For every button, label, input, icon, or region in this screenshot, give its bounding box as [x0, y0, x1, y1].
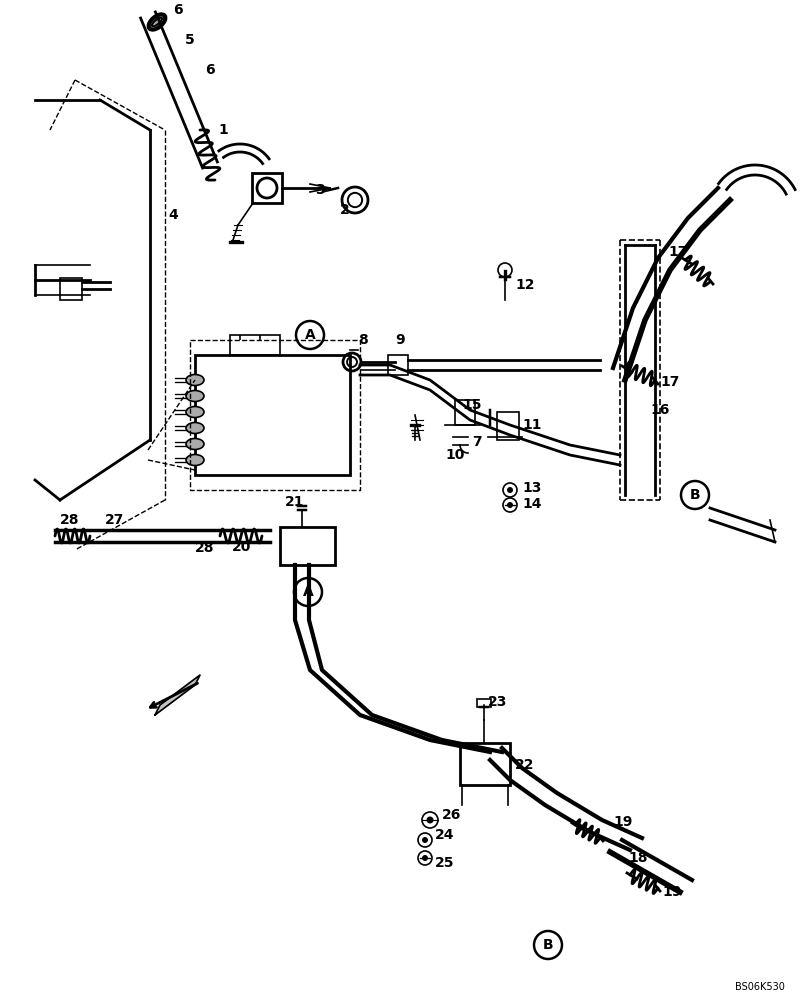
Circle shape	[507, 487, 513, 493]
Circle shape	[422, 855, 428, 861]
Bar	[455, 400, 475, 425]
Circle shape	[294, 578, 322, 606]
Text: A: A	[302, 585, 314, 599]
Bar	[497, 412, 519, 440]
Text: 19: 19	[613, 815, 632, 829]
Bar	[388, 355, 408, 375]
Text: 20: 20	[232, 540, 251, 554]
Text: 19: 19	[662, 885, 682, 899]
Text: 17: 17	[660, 375, 679, 389]
Bar	[60, 278, 82, 300]
Ellipse shape	[152, 18, 162, 26]
Text: 10: 10	[445, 448, 464, 462]
Text: 4: 4	[168, 208, 178, 222]
Text: 23: 23	[488, 695, 507, 709]
Text: 16: 16	[650, 403, 670, 417]
Text: 26: 26	[442, 808, 462, 822]
Text: 25: 25	[435, 856, 454, 870]
Text: 28: 28	[60, 513, 79, 527]
Text: 15: 15	[462, 398, 482, 412]
Text: B: B	[542, 938, 554, 952]
Bar	[460, 743, 510, 785]
Bar	[280, 527, 335, 565]
Bar	[477, 699, 491, 707]
Ellipse shape	[186, 422, 204, 434]
Circle shape	[296, 321, 324, 349]
Text: 18: 18	[628, 851, 647, 865]
Circle shape	[681, 481, 709, 509]
Circle shape	[507, 502, 513, 508]
Bar	[252, 173, 282, 203]
Ellipse shape	[186, 454, 204, 466]
Text: 28: 28	[195, 541, 214, 555]
Text: 9: 9	[395, 333, 405, 347]
Circle shape	[422, 837, 428, 843]
Text: 17: 17	[668, 245, 687, 259]
Text: 6: 6	[205, 63, 214, 77]
Text: 13: 13	[522, 481, 542, 495]
Text: BS06K530: BS06K530	[735, 982, 785, 992]
Text: 8: 8	[358, 333, 368, 347]
Text: 3: 3	[315, 183, 325, 197]
Ellipse shape	[186, 406, 204, 418]
Polygon shape	[155, 675, 200, 715]
Text: 24: 24	[435, 828, 454, 842]
Text: 6: 6	[173, 3, 182, 17]
Bar	[230, 335, 280, 355]
Ellipse shape	[186, 374, 204, 385]
Text: 2: 2	[340, 203, 350, 217]
Ellipse shape	[186, 438, 204, 450]
Bar	[195, 355, 350, 475]
Ellipse shape	[186, 390, 204, 401]
Text: 7: 7	[472, 435, 482, 449]
Text: 22: 22	[515, 758, 534, 772]
Text: 11: 11	[522, 418, 542, 432]
Text: 14: 14	[522, 497, 542, 511]
Text: A: A	[305, 328, 315, 342]
Circle shape	[498, 263, 512, 277]
Text: 12: 12	[515, 278, 534, 292]
Circle shape	[534, 931, 562, 959]
Text: 27: 27	[105, 513, 124, 527]
Circle shape	[426, 816, 434, 824]
Text: B: B	[690, 488, 700, 502]
Text: 5: 5	[185, 33, 194, 47]
Text: 21: 21	[285, 495, 305, 509]
Text: 1: 1	[218, 123, 228, 137]
